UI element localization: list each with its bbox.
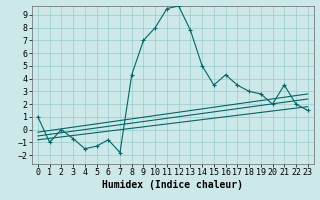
X-axis label: Humidex (Indice chaleur): Humidex (Indice chaleur) [102,180,243,190]
